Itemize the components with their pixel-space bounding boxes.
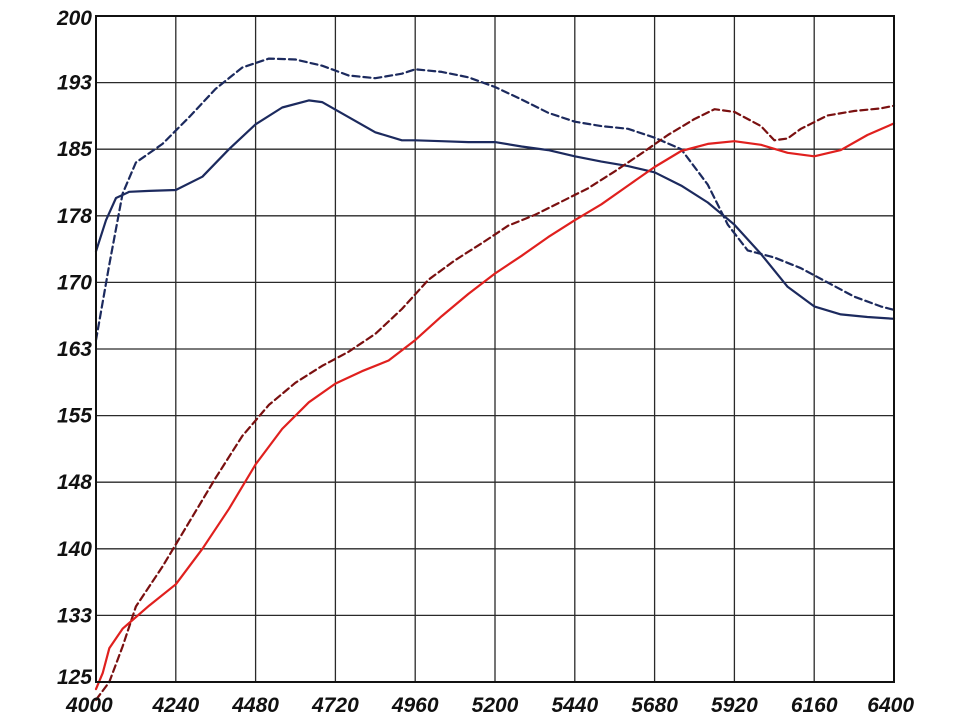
x-tick-label: 4000 (65, 694, 113, 717)
y-tick-label: 193 (57, 72, 92, 95)
x-tick-label: 5200 (472, 694, 519, 717)
series-line-navy-solid (94, 99, 896, 320)
x-tick-label: 4240 (151, 694, 199, 717)
y-tick-label: 133 (57, 604, 92, 627)
y-tick-label: 140 (57, 538, 92, 561)
x-tick-label: 6160 (791, 694, 838, 717)
x-tick-label: 4720 (311, 694, 359, 717)
y-tick-label: 178 (57, 205, 92, 228)
x-axis: 4000 4240 4480 4720 4960 5200 5440 5680 5920 6160… (65, 694, 914, 717)
y-tick-label: 200 (56, 7, 92, 30)
x-tick-label: 6400 (867, 694, 914, 717)
series-line-red-solid (94, 122, 896, 691)
series-group (94, 57, 896, 701)
y-tick-label: 170 (57, 271, 92, 294)
x-tick-label: 5440 (551, 694, 598, 717)
x-tick-label: 4480 (231, 694, 279, 717)
y-tick-label: 185 (57, 138, 92, 161)
grid (95, 15, 895, 683)
x-tick-label: 5920 (711, 694, 758, 717)
y-axis: 125 133 140 148 155 163 170 178 185 193 200 (56, 7, 92, 689)
plot-frame (95, 15, 895, 683)
y-tick-label: 125 (57, 666, 92, 689)
y-tick-label: 163 (57, 338, 92, 361)
x-tick-label: 4960 (391, 694, 439, 717)
y-tick-label: 155 (57, 405, 92, 428)
y-tick-label: 148 (57, 471, 92, 494)
x-tick-label: 5680 (631, 694, 678, 717)
series-line-darkred-dashed (94, 104, 896, 701)
